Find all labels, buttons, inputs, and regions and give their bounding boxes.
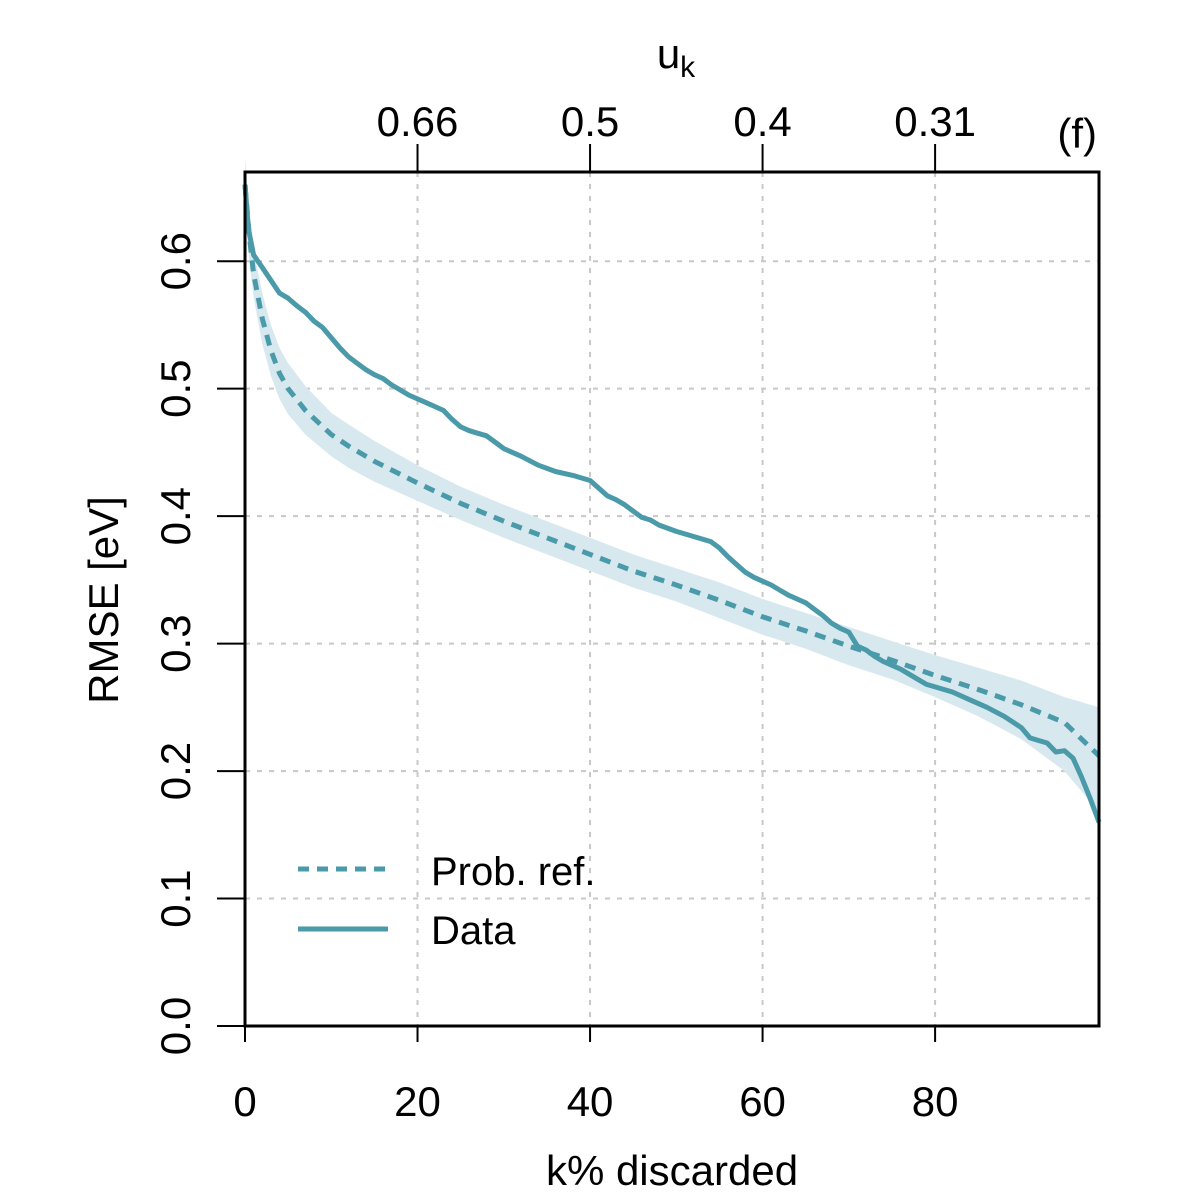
y-tick-label: 0.3 bbox=[152, 614, 199, 672]
legend-label-data: Data bbox=[431, 909, 516, 953]
legend-label-prob-ref: Prob. ref. bbox=[431, 850, 596, 894]
top-axis-label: uk bbox=[657, 30, 696, 84]
x-axis-label: k% discarded bbox=[546, 1147, 798, 1194]
x-tick-label: 80 bbox=[912, 1078, 959, 1125]
y-tick-label: 0.4 bbox=[152, 487, 199, 545]
axes: 0 20 40 60 80 0.0 0.1 0.2 0.3 0.4 0.5 0.6 0.66 0.5 0.4… bbox=[152, 98, 976, 1125]
top-tick-label: 0.4 bbox=[733, 98, 791, 145]
series-line-prob-ref bbox=[242, 184, 1101, 758]
y-axis-label: RMSE [eV] bbox=[80, 496, 127, 704]
series-layer bbox=[242, 184, 1102, 823]
confidence-band-layer bbox=[245, 159, 1099, 812]
y-tick-label: 0.2 bbox=[152, 742, 199, 800]
plot-frame bbox=[243, 170, 1101, 1028]
y-tick-label: 0.5 bbox=[152, 359, 199, 417]
top-axis-label-main: u bbox=[657, 30, 680, 77]
x-tick-label: 20 bbox=[394, 1078, 441, 1125]
top-tick-label: 0.5 bbox=[561, 98, 619, 145]
y-tick-label: 0.0 bbox=[152, 997, 199, 1055]
x-tick-label: 60 bbox=[739, 1078, 786, 1125]
top-axis-label-subscript: k bbox=[680, 51, 696, 84]
legend: Prob. ref. Data bbox=[298, 850, 596, 953]
top-tick-label: 0.31 bbox=[894, 98, 976, 145]
prob-ref-confidence-band bbox=[245, 159, 1099, 812]
top-tick-label: 0.66 bbox=[377, 98, 459, 145]
y-tick-label: 0.6 bbox=[152, 232, 199, 290]
panel-label: (f) bbox=[1057, 110, 1097, 157]
y-tick-label: 0.1 bbox=[152, 869, 199, 927]
x-tick-label: 40 bbox=[567, 1078, 614, 1125]
x-tick-label: 0 bbox=[233, 1078, 256, 1125]
series-line-data bbox=[242, 184, 1102, 823]
